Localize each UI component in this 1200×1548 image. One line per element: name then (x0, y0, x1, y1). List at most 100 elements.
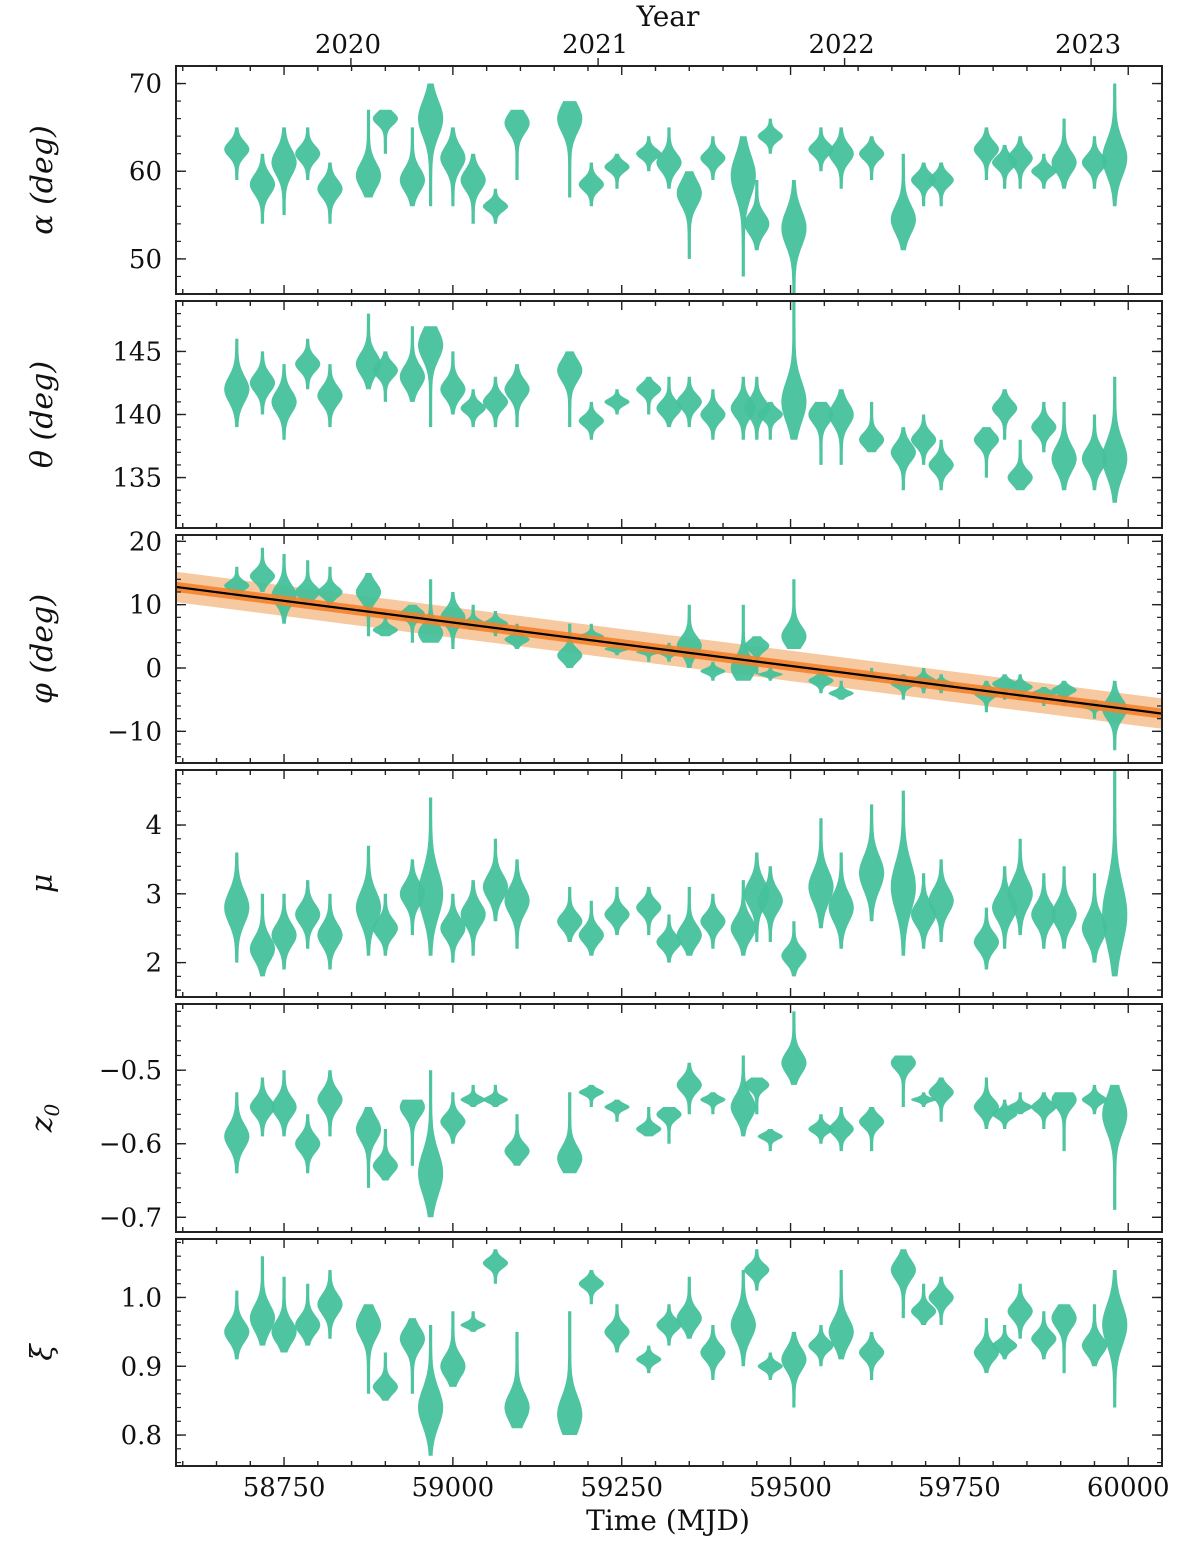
violin-1-19 (676, 171, 702, 259)
violin-4-35 (1051, 866, 1077, 949)
violin-2-25 (808, 401, 834, 465)
violin-4-29 (911, 873, 937, 949)
violin-6-8 (399, 1318, 425, 1394)
violin-1-25 (808, 127, 834, 172)
y-tick-label: −0.5 (99, 1056, 162, 1086)
violin-6-31 (973, 1318, 999, 1374)
violin-1-24 (781, 180, 807, 294)
violin-5-3 (271, 1070, 297, 1137)
violin-6-26 (828, 1270, 854, 1360)
violin-5-25 (808, 1114, 834, 1144)
y-tick-label: −10 (107, 717, 162, 747)
violin-2-15 (578, 401, 604, 440)
violin-4-28 (890, 790, 916, 956)
violin-6-15 (578, 1270, 604, 1305)
violin-6-25 (808, 1325, 834, 1367)
violin-1-1 (224, 127, 250, 180)
violin-5-22 (744, 1077, 770, 1115)
violin-6-21 (730, 1270, 756, 1367)
violin-4-7 (372, 893, 398, 956)
violin-3-16 (604, 642, 630, 656)
violin-5-33 (1007, 1092, 1033, 1115)
violin-1-29 (911, 162, 937, 207)
panel-frame (175, 1003, 1163, 1233)
violin-6-10 (440, 1311, 466, 1387)
y-axis-label: θ (deg) (25, 361, 60, 468)
violin-2-3 (271, 364, 297, 440)
violin-6-28 (890, 1249, 916, 1319)
violin-6-18 (656, 1304, 682, 1346)
violin-2-33 (1007, 439, 1033, 491)
violin-6-24 (781, 1331, 807, 1408)
violin-1-2 (249, 153, 275, 224)
violin-6-9 (418, 1325, 444, 1456)
violin-6-11 (460, 1311, 486, 1332)
violin-1-18 (656, 127, 682, 189)
violin-4-8 (399, 859, 425, 936)
violin-4-24 (781, 921, 807, 977)
violin-1-9 (418, 83, 444, 207)
violin-4-4 (295, 880, 321, 949)
violin-1-5 (317, 162, 343, 224)
violin-4-10 (440, 893, 466, 963)
violin-1-13 (504, 109, 530, 180)
y-tick-label: 1.0 (121, 1283, 162, 1313)
violin-2-6 (355, 313, 382, 390)
violin-2-5 (317, 364, 343, 428)
violin-1-4 (295, 127, 321, 180)
violin-3-25 (808, 668, 834, 694)
year-tick-label: 2021 (562, 30, 628, 60)
violin-1-27 (859, 136, 885, 180)
violin-6-13 (504, 1331, 530, 1429)
violin-6-16 (604, 1304, 630, 1353)
violin-4-17 (636, 886, 662, 936)
x-axis: 58750 59000 59250 59500 59750 60000 (243, 1473, 1170, 1503)
violin-4-18 (656, 914, 682, 963)
violin-2-12 (482, 376, 508, 428)
violin-5-14 (557, 1092, 583, 1174)
violin-5-13 (504, 1114, 530, 1166)
violin-5-2 (249, 1077, 275, 1137)
violin-6-19 (676, 1276, 702, 1339)
violin-2-4 (295, 338, 321, 390)
violin-2-29 (911, 414, 937, 465)
violin-3-33 (1007, 674, 1033, 700)
violin-3-6 (355, 573, 382, 637)
violin-1-21 (730, 136, 756, 277)
y-axis-label: ξ (25, 1343, 60, 1361)
violin-5-20 (700, 1092, 726, 1115)
violin-6-23 (757, 1352, 783, 1380)
violin-6-7 (372, 1352, 398, 1401)
y-tick-label: 140 (112, 401, 162, 431)
violin-3-4 (295, 560, 321, 605)
violin-1-6 (355, 109, 382, 198)
violin-1-14 (557, 101, 583, 198)
violin-5-18 (656, 1107, 682, 1144)
violin-2-11 (460, 389, 486, 428)
violin-2-36 (1081, 414, 1107, 491)
violin-4-25 (808, 818, 834, 929)
violin-1-20 (700, 136, 726, 180)
violin-4-37 (1102, 770, 1128, 977)
violin-5-28 (890, 1055, 916, 1107)
violin-3-35 (1051, 680, 1077, 706)
violin-4-36 (1081, 873, 1107, 963)
violin-2-16 (604, 389, 630, 415)
violin-4-9 (418, 797, 444, 956)
violin-2-31 (973, 427, 999, 478)
violin-3-5 (317, 566, 343, 605)
y-axis-label: μ (25, 874, 60, 894)
violin-1-7 (372, 109, 398, 154)
violin-3-9 (418, 579, 444, 643)
violin-1-12 (482, 188, 508, 224)
panel-frame (175, 65, 1163, 295)
violin-2-22 (744, 376, 770, 440)
x-tick-label: 59750 (918, 1473, 1001, 1503)
violin-3-13 (504, 623, 530, 649)
violin-2-19 (676, 376, 702, 428)
violin-4-33 (1007, 838, 1033, 936)
violin-6-36 (1081, 1304, 1107, 1367)
violin-2-34 (1031, 401, 1057, 453)
